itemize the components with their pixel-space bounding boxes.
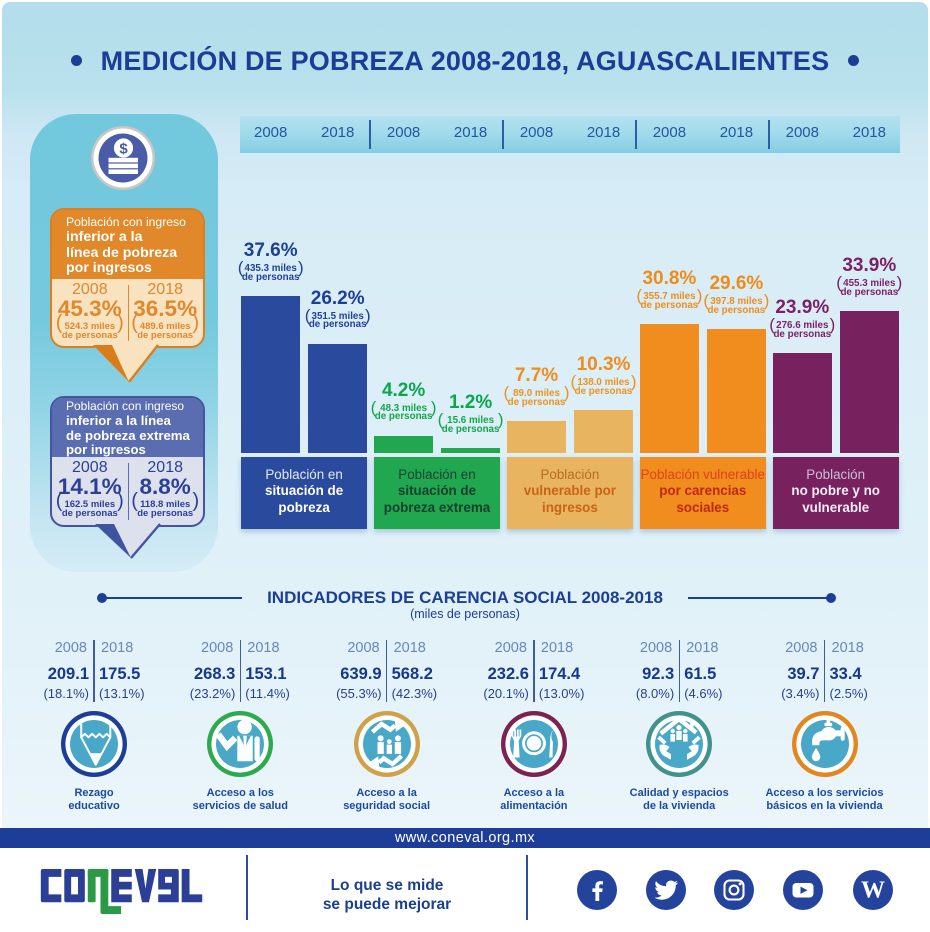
svg-text:W: W — [861, 878, 885, 904]
svg-text:$: $ — [119, 141, 128, 158]
